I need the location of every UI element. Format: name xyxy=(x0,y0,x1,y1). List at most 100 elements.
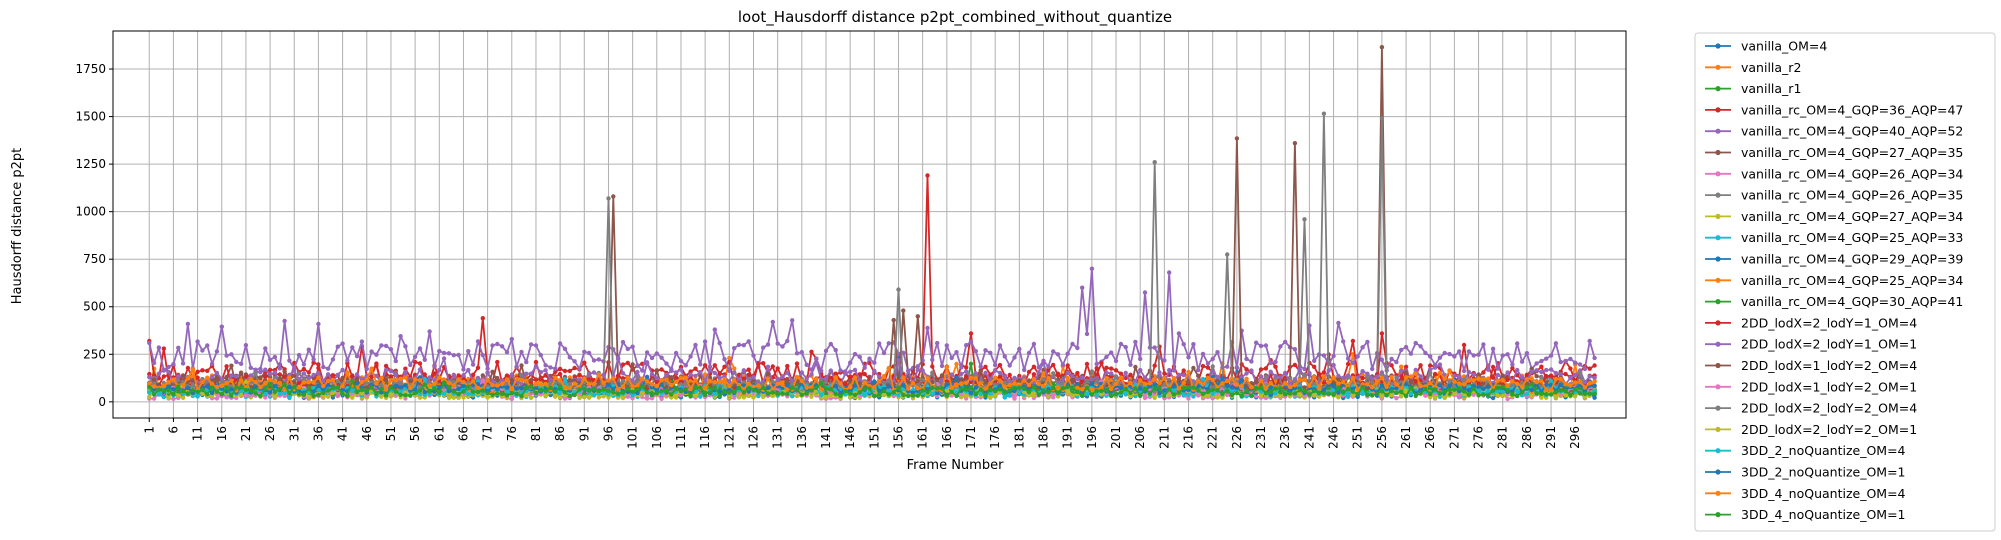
data-point xyxy=(896,358,900,362)
data-point xyxy=(307,348,311,352)
data-point xyxy=(974,349,978,353)
data-point xyxy=(1360,376,1364,380)
data-point xyxy=(529,378,533,382)
data-point xyxy=(1539,370,1543,374)
data-point xyxy=(1201,352,1205,356)
data-point xyxy=(1539,375,1543,379)
data-point xyxy=(394,373,398,377)
data-point xyxy=(1249,359,1253,363)
data-point xyxy=(582,350,586,354)
data-point xyxy=(195,370,199,374)
data-point xyxy=(795,351,799,355)
data-point xyxy=(1191,342,1195,346)
data-point xyxy=(1037,370,1041,374)
data-point xyxy=(1438,356,1442,360)
data-point xyxy=(1177,373,1181,377)
data-point xyxy=(1099,361,1103,365)
data-point xyxy=(577,367,581,371)
data-point xyxy=(722,357,726,361)
data-point xyxy=(785,339,789,343)
data-point xyxy=(224,353,228,357)
data-point xyxy=(679,368,683,372)
data-point xyxy=(853,352,857,356)
data-point xyxy=(693,343,697,347)
data-point xyxy=(413,355,417,359)
data-point xyxy=(1215,375,1219,379)
data-point xyxy=(645,360,649,364)
data-point xyxy=(1061,377,1065,381)
data-point xyxy=(249,366,253,370)
data-point xyxy=(655,351,659,355)
data-point xyxy=(1196,374,1200,378)
data-point xyxy=(326,372,330,376)
data-point xyxy=(1022,368,1026,372)
data-point xyxy=(1138,357,1142,361)
data-point xyxy=(766,342,770,346)
data-point xyxy=(461,373,465,377)
data-point xyxy=(1027,370,1031,374)
data-point xyxy=(147,395,151,399)
data-point xyxy=(829,368,833,372)
data-point xyxy=(1360,345,1364,349)
data-point xyxy=(1211,357,1215,361)
data-point xyxy=(558,341,562,345)
data-point xyxy=(1549,367,1553,371)
data-point xyxy=(761,345,765,349)
data-point xyxy=(311,373,315,377)
data-point xyxy=(210,362,214,366)
data-point xyxy=(838,368,842,372)
data-point xyxy=(1559,360,1563,364)
data-point xyxy=(514,365,518,369)
data-point xyxy=(408,363,412,367)
data-point xyxy=(331,373,335,377)
data-point xyxy=(1394,360,1398,364)
data-point xyxy=(737,343,741,347)
data-point xyxy=(157,345,161,349)
data-point xyxy=(1331,354,1335,358)
data-point xyxy=(418,346,422,350)
data-point xyxy=(447,396,451,400)
data-point xyxy=(945,343,949,347)
data-point xyxy=(630,362,634,366)
data-point xyxy=(1409,379,1413,383)
data-point xyxy=(307,370,311,374)
data-point xyxy=(1027,351,1031,355)
data-point xyxy=(1075,346,1079,350)
data-point xyxy=(1085,332,1089,336)
data-point xyxy=(568,369,572,373)
data-point xyxy=(1568,366,1572,370)
data-point xyxy=(983,371,987,375)
data-point xyxy=(200,368,204,372)
data-point xyxy=(572,366,576,370)
data-point xyxy=(1336,374,1340,378)
data-point xyxy=(336,345,340,349)
data-point xyxy=(1051,349,1055,353)
data-point xyxy=(166,370,170,374)
data-point xyxy=(365,367,369,371)
data-point xyxy=(863,372,867,376)
data-point xyxy=(882,351,886,355)
data-point xyxy=(969,331,973,335)
data-point xyxy=(1259,374,1263,378)
data-point xyxy=(147,341,151,345)
data-point xyxy=(611,194,615,198)
data-point xyxy=(437,368,441,372)
data-point xyxy=(1182,342,1186,346)
data-point xyxy=(1549,373,1553,377)
data-point xyxy=(234,374,238,378)
data-point xyxy=(224,375,228,379)
data-point xyxy=(1568,357,1572,361)
data-point xyxy=(1133,365,1137,369)
data-point xyxy=(316,371,320,375)
data-point xyxy=(1017,347,1021,351)
data-point xyxy=(1365,372,1369,376)
data-point xyxy=(350,345,354,349)
data-point xyxy=(152,361,156,365)
data-point xyxy=(1167,270,1171,274)
data-point xyxy=(659,397,663,401)
data-point xyxy=(1273,374,1277,378)
data-point xyxy=(1090,369,1094,373)
data-point xyxy=(166,396,170,400)
data-point xyxy=(1293,141,1297,145)
data-point xyxy=(432,365,436,369)
